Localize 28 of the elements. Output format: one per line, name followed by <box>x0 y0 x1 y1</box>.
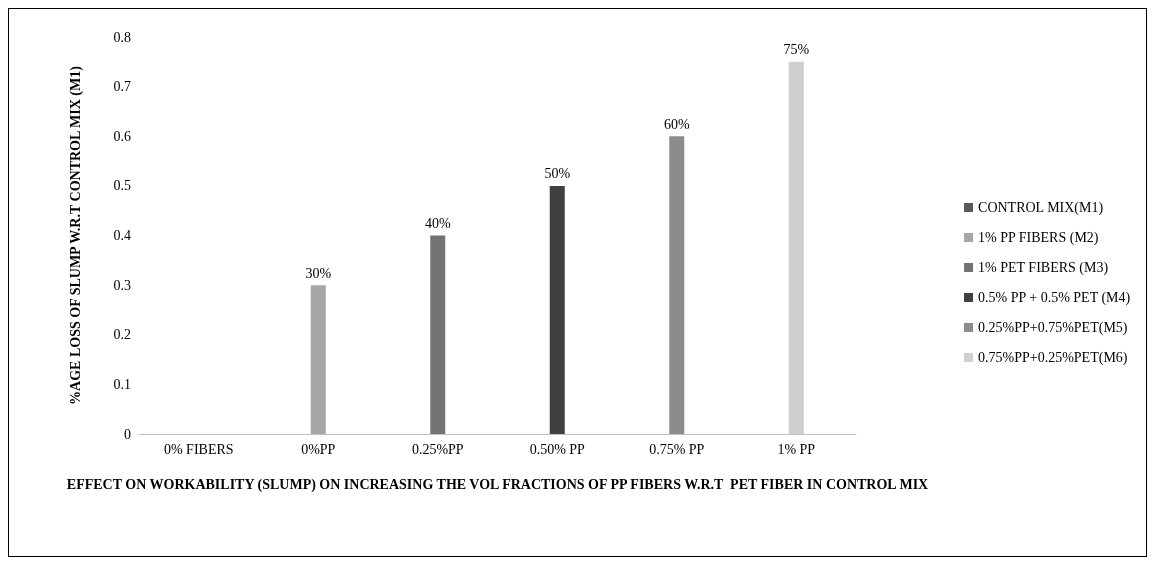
y-tick-label: 0.6 <box>113 128 131 144</box>
y-axis-title: %AGE LOSS OF SLUMP W.R.T CONTROL MIX (M1) <box>67 65 84 405</box>
x-tick-label: 0%PP <box>301 441 336 457</box>
legend-label: 0.25%PP+0.75%PET(M5) <box>978 320 1128 336</box>
y-tick-label: 0.5 <box>113 178 131 194</box>
x-axis-title: EFFECT ON WORKABILITY (SLUMP) ON INCREASING THE VOL FRACTIONS OF PP FIBERS W.R.T PET FIBER IN CONTROL MIX <box>66 476 929 493</box>
y-tick-label: 0.4 <box>113 228 131 243</box>
legend-label: CONTROL MIX(M1) <box>978 200 1104 216</box>
data-label: 75% <box>783 42 810 58</box>
y-tick-label: 0 <box>124 426 131 442</box>
x-tick-label: 0.25%PP <box>411 441 464 457</box>
legend-label: 0.5% PP + 0.5% PET (M4) <box>978 290 1131 306</box>
legend-label: 1% PET FIBERS (M3) <box>978 260 1109 276</box>
y-tick-label: 0.1 <box>113 376 131 392</box>
x-tick-label: 0.75% PP <box>649 441 705 457</box>
y-tick-label: 0.7 <box>113 79 131 95</box>
y-tick-label: 0.2 <box>113 327 131 343</box>
data-label: 60% <box>663 116 690 132</box>
data-label: 30% <box>305 265 332 281</box>
data-label: 40% <box>424 216 451 231</box>
y-tick-label: 0.8 <box>113 29 131 45</box>
x-tick-label: 0.50% PP <box>529 441 586 457</box>
data-label: 50% <box>544 166 571 182</box>
x-tick-label: 1% PP <box>777 441 816 457</box>
legend-label: 0.75%PP+0.25%PET(M6) <box>978 350 1128 366</box>
legend-label: 1% PP FIBERS (M2) <box>978 230 1099 246</box>
x-tick-label: 0% FIBERS <box>163 441 234 457</box>
y-tick-label: 0.3 <box>113 277 131 293</box>
